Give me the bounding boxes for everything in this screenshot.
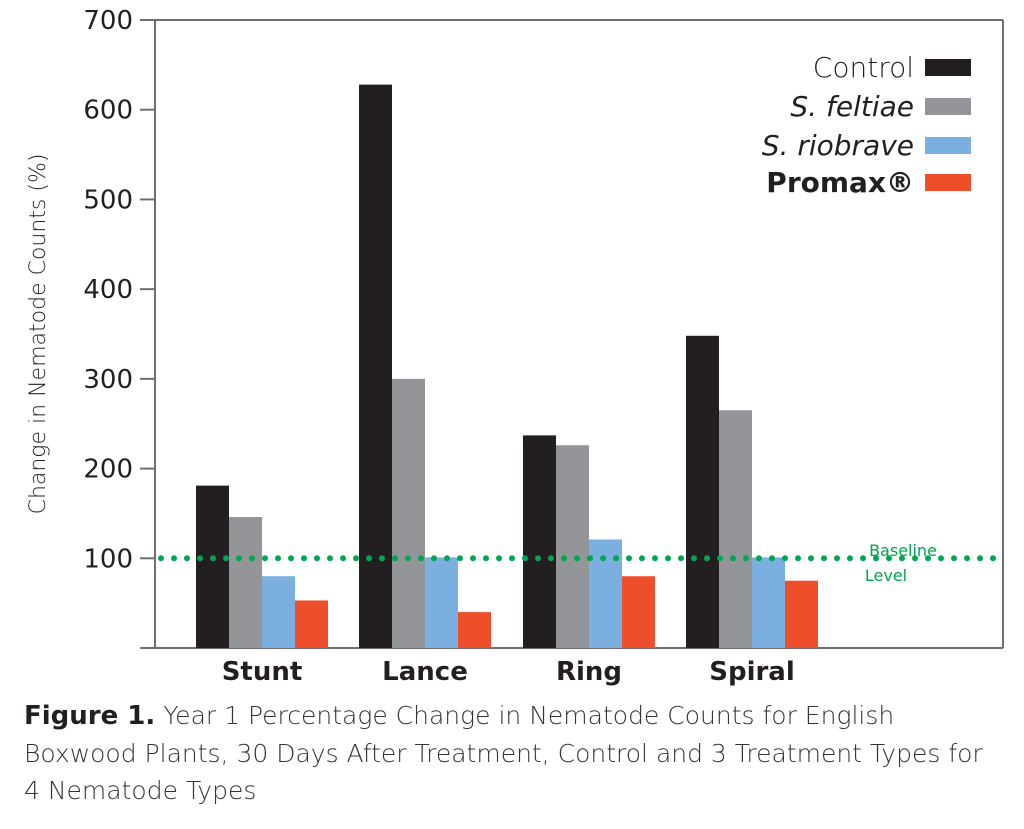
bar-stunt-1 [229, 517, 262, 648]
x-tick-label: Lance [382, 657, 468, 687]
y-tick-label: 100 [83, 544, 133, 574]
bar-chart: 100 200 300 400 500 600 700 Change in Nematode … [26, 6, 1006, 687]
caption-label: Figure 1. [24, 701, 156, 731]
baseline-label: Level [865, 566, 907, 585]
bar-stunt-0 [196, 485, 229, 648]
y-tick-label: 400 [83, 275, 133, 305]
caption-text: Year 1 Percentage Change in Nematode Cou… [24, 701, 983, 805]
legend-label: S. feltiae [790, 90, 914, 123]
y-tick-label: 600 [83, 96, 133, 126]
legend-swatch [925, 59, 971, 76]
figure-caption: Figure 1. Year 1 Percentage Change in Ne… [24, 697, 1004, 809]
bar-ring-0 [523, 435, 556, 648]
bar-lance-3 [458, 612, 491, 648]
legend-swatch [925, 174, 971, 191]
y-tick-label: 200 [83, 455, 133, 485]
x-tick-label: Stunt [222, 657, 303, 687]
bar-spiral-2 [752, 557, 785, 648]
legend-swatch [925, 137, 971, 154]
bar-ring-3 [622, 576, 655, 648]
y-tick-label: 700 [83, 6, 133, 36]
bar-stunt-3 [295, 600, 328, 648]
bar-lance-1 [392, 378, 425, 648]
bar-lance-0 [359, 84, 392, 648]
y-axis-title: Change in Nematode Counts (%) [26, 154, 51, 515]
bar-stunt-2 [262, 576, 295, 648]
legend-label: Control [813, 51, 914, 84]
baseline-label: Baseline [869, 541, 937, 560]
x-tick-label: Ring [556, 657, 622, 687]
bar-spiral-0 [686, 335, 719, 648]
y-tick-label: 500 [83, 185, 133, 215]
bar-spiral-1 [719, 410, 752, 648]
bar-ring-1 [556, 445, 589, 648]
legend-label: Promax® [766, 166, 914, 199]
x-tick-label: Spiral [709, 657, 795, 687]
legend-label: S. riobrave [762, 129, 914, 162]
bar-spiral-3 [785, 580, 818, 648]
y-tick-label: 300 [83, 365, 133, 395]
bar-lance-2 [425, 557, 458, 648]
legend-swatch [925, 98, 971, 115]
